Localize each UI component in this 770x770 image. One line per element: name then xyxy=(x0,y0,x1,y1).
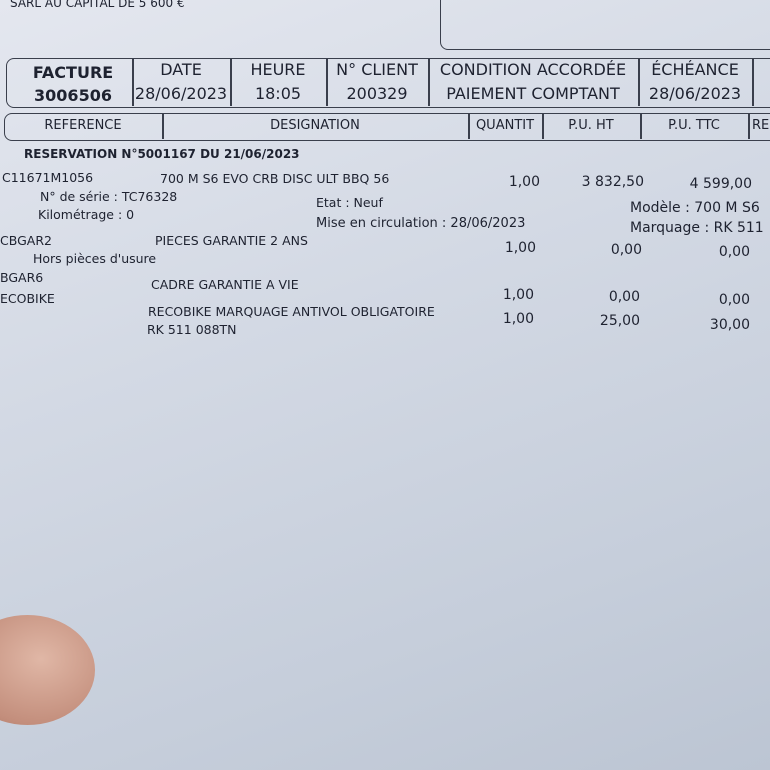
etat: Etat : Neuf xyxy=(316,195,383,210)
usure: Hors pièces d'usure xyxy=(33,251,157,266)
col-quantite: QUANTIT xyxy=(475,118,535,133)
invoice-header-box xyxy=(6,58,770,108)
pu-ht: 25,00 xyxy=(599,313,640,329)
pu-ht: 0,00 xyxy=(608,289,640,305)
pu-ttc: 0,00 xyxy=(718,244,750,260)
qty: 1,00 xyxy=(502,311,534,327)
pu-ttc: 0,00 xyxy=(718,292,750,308)
condition-label: CONDITION ACCORDÉE xyxy=(439,60,627,79)
condition-value: PAIEMENT COMPTANT xyxy=(446,84,620,103)
echeance-label: ÉCHÉANCE xyxy=(651,60,739,79)
date-value: 28/06/2023 xyxy=(134,84,228,103)
ref: ECOBIKE xyxy=(0,291,55,306)
pu-ttc: 30,00 xyxy=(709,317,750,333)
client-label: N° CLIENT xyxy=(336,60,418,79)
echeance-value: 28/06/2023 xyxy=(648,84,742,103)
kilometrage: Kilométrage : 0 xyxy=(38,207,135,222)
designation: 700 M S6 EVO CRB DISC ULT BBQ 56 xyxy=(160,171,390,186)
heure-value: 18:05 xyxy=(254,84,302,103)
pu-ht: 0,00 xyxy=(610,242,642,258)
rk-number: RK 511 088TN xyxy=(147,322,237,337)
ref: BGAR6 xyxy=(0,270,44,285)
columns-header-box xyxy=(4,113,770,141)
company-capital: SARL AU CAPITAL DE 5 600 € xyxy=(10,0,185,10)
marquage: Marquage : RK 511 xyxy=(630,220,764,236)
date-label: DATE xyxy=(160,60,202,79)
col-designation: DESIGNATION xyxy=(270,118,360,133)
reservation: RESERVATION N°5001167 DU 21/06/2023 xyxy=(24,147,300,161)
circulation: Mise en circulation : 28/06/2023 xyxy=(316,216,526,231)
modele: Modèle : 700 M S6 xyxy=(630,200,760,216)
designation: CADRE GARANTIE A VIE xyxy=(151,277,299,292)
qty: 1,00 xyxy=(508,174,540,190)
ref: CBGAR2 xyxy=(0,233,52,248)
col-pu-ht: P.U. HT xyxy=(568,118,614,133)
col-reference: REFERENCE xyxy=(44,118,122,133)
designation: RECOBIKE MARQUAGE ANTIVOL OBLIGATOIRE xyxy=(148,304,435,319)
serie: N° de série : TC76328 xyxy=(40,189,178,204)
address-box xyxy=(440,0,770,50)
ref: C11671M1056 xyxy=(2,170,94,185)
finger xyxy=(0,615,95,725)
heure-label: HEURE xyxy=(250,60,306,79)
facture-label: FACTURE xyxy=(32,63,114,82)
qty: 1,00 xyxy=(502,287,534,303)
client-value: 200329 xyxy=(346,84,408,103)
col-re: RE xyxy=(752,118,770,133)
facture-number: 3006506 xyxy=(34,86,112,105)
pu-ht: 3 832,50 xyxy=(581,174,644,190)
designation: PIECES GARANTIE 2 ANS xyxy=(155,233,308,248)
col-pu-ttc: P.U. TTC xyxy=(668,118,720,133)
qty: 1,00 xyxy=(504,240,536,256)
pu-ttc: 4 599,00 xyxy=(689,176,752,192)
